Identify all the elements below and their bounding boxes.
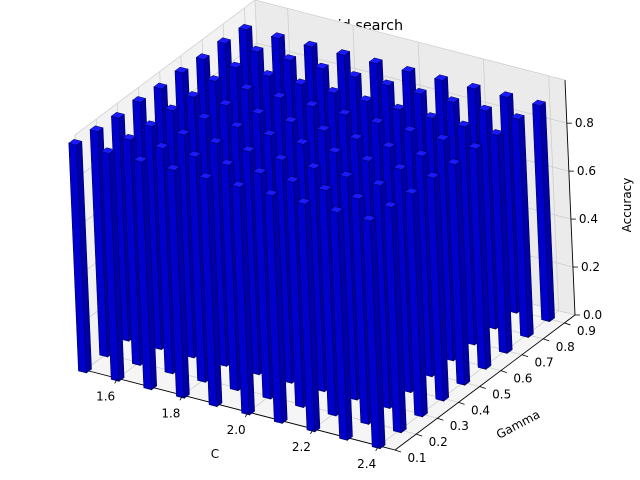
x-tick-mark <box>310 428 314 435</box>
z-axis-line <box>564 79 576 316</box>
x-tick-label: 2.0 <box>227 423 246 437</box>
pane-edge <box>254 0 566 81</box>
bar <box>68 139 92 374</box>
bar <box>489 129 513 354</box>
back-grid-x <box>548 75 560 311</box>
y-tick-mark <box>479 386 486 389</box>
y-tick-label: 0.3 <box>450 419 469 433</box>
z-tick-label: 0.0 <box>583 308 602 322</box>
x-tick-mark <box>114 378 118 384</box>
y-axis-line <box>394 314 576 451</box>
bar <box>383 201 407 434</box>
x-tick-mark <box>375 445 380 451</box>
x-tick-mark <box>244 411 249 418</box>
y-tick-mark <box>394 449 402 453</box>
z-tick-label: 0.8 <box>575 116 594 130</box>
y-tick-mark <box>416 433 423 437</box>
z-tick-label: 0.6 <box>577 164 596 178</box>
x-tick-label: 2.2 <box>292 440 311 454</box>
bar <box>133 155 158 391</box>
z-tick-label: 0.4 <box>579 212 598 226</box>
y-tick-label: 0.4 <box>471 403 490 417</box>
bars-group <box>68 23 555 450</box>
z-tick-label: 0.2 <box>581 260 600 274</box>
pane-edge <box>74 0 256 136</box>
y-tick-mark <box>437 417 444 421</box>
y-tick-mark <box>543 338 550 342</box>
y-tick-label: 0.5 <box>492 387 511 401</box>
y-axis-label: Gamma <box>494 407 542 442</box>
x-tick-label: 1.8 <box>161 406 180 420</box>
tick-labels: 1.61.82.02.22.4 0.10.20.30.40.50.60.70.80… <box>96 116 602 471</box>
bar <box>329 206 353 441</box>
bar <box>264 189 288 424</box>
y-tick-label: 0.1 <box>407 451 426 465</box>
x-tick-label: 2.4 <box>357 457 376 471</box>
bar <box>198 172 223 408</box>
bar <box>425 171 450 402</box>
y-tick-label: 0.6 <box>513 372 532 386</box>
y-tick-label: 0.7 <box>535 356 554 370</box>
y-tick-mark <box>521 354 529 358</box>
bar <box>510 113 534 339</box>
y-tick-mark <box>500 370 508 373</box>
y-tick-mark <box>564 322 571 326</box>
bar <box>404 187 428 418</box>
bar <box>531 99 555 323</box>
y-tick-label: 0.2 <box>429 435 448 449</box>
y-tick-mark <box>458 401 465 405</box>
y-tick-label: 0.8 <box>556 340 575 354</box>
z-axis-label: Accuracy <box>620 178 634 233</box>
bar <box>468 142 492 370</box>
x-axis-label: C <box>211 447 219 461</box>
x-tick-mark <box>179 395 184 401</box>
bar <box>446 158 471 386</box>
y-tick-label: 0.9 <box>577 324 596 338</box>
x-tick-label: 1.6 <box>96 389 115 403</box>
